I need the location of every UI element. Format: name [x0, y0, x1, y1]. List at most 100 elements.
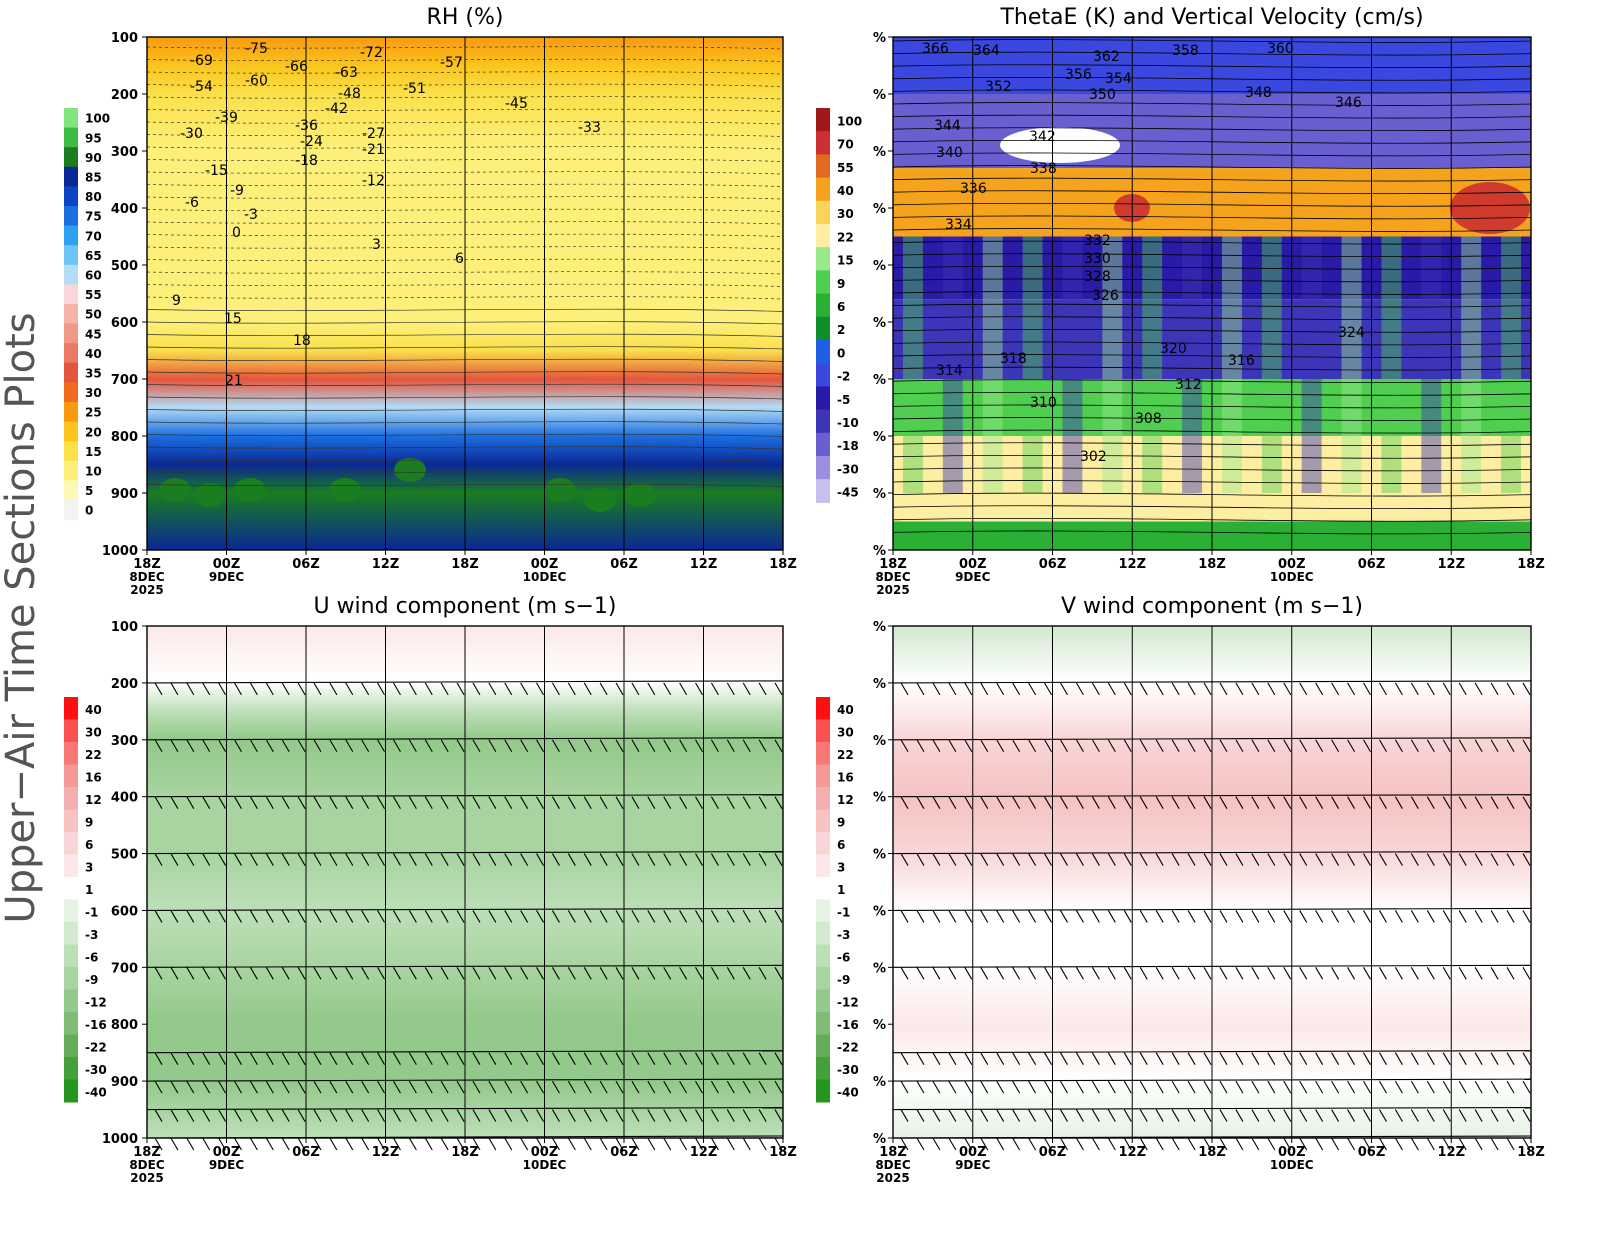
rh-isotherm — [146, 308, 784, 312]
uwind-wind-barb — [377, 967, 386, 980]
uwind-wind-barb — [583, 1080, 592, 1094]
uwind-wind-barb — [265, 1109, 274, 1122]
vwind-wind-barb — [1522, 796, 1531, 809]
vwind-wind-barb — [1235, 1137, 1244, 1151]
vwind-wind-barb — [1363, 682, 1371, 696]
vwind-wind-barb — [1506, 1137, 1515, 1151]
thetae-cell — [1301, 236, 1322, 493]
thetae-isoline — [892, 354, 1532, 358]
vwind-wind-barb — [1378, 796, 1387, 809]
vwind-wind-barb — [1171, 1052, 1180, 1065]
uwind-wind-barb — [297, 967, 306, 980]
uwind-wind-barb — [536, 739, 545, 753]
vwind-wind-barb — [1187, 1052, 1196, 1065]
uwind-wind-barb — [345, 967, 354, 980]
uwind-wind-barb — [615, 796, 624, 809]
uwind-wind-barb — [440, 1137, 449, 1151]
vwind-wind-barb — [1410, 739, 1419, 753]
vwind-wind-barb — [1506, 1109, 1515, 1122]
vwind-y-tick-label: % — [873, 791, 886, 806]
thetae-contour-label: 350 — [1089, 87, 1116, 103]
uwind-wind-barb — [679, 910, 688, 923]
uwind-wind-barb — [377, 1052, 386, 1065]
uwind-wind-barb — [265, 910, 274, 923]
vwind-wind-barb — [1075, 853, 1084, 866]
uwind-wind-barb — [249, 1052, 258, 1065]
vwind-wind-barb — [1299, 853, 1308, 866]
vwind-wind-barb — [1107, 910, 1116, 923]
rh-colorbar-label: 25 — [85, 406, 102, 420]
vwind-wind-barb — [1044, 796, 1053, 809]
rh-isotherm — [146, 346, 784, 350]
uwind-wind-barb — [488, 1052, 497, 1065]
vwind-wind-barb — [1490, 1109, 1499, 1122]
uwind-wind-barb — [456, 967, 465, 980]
vwind-wind-barb — [1378, 1137, 1387, 1151]
uwind-wind-barb — [456, 796, 465, 809]
vwind-wind-barb — [1107, 967, 1116, 980]
vwind-wind-barb — [1299, 967, 1308, 980]
uwind-x-tick-label: 00Z — [531, 1145, 559, 1160]
uwind-wind-barb — [631, 739, 640, 753]
thetae-isoline — [892, 240, 1532, 245]
vwind-wind-barb — [1060, 1052, 1068, 1065]
uwind-wind-barb — [726, 1080, 735, 1094]
vwind-wind-barb — [1315, 1052, 1324, 1065]
vwind-wind-barb — [1378, 1052, 1387, 1065]
thetae-contour-label: 312 — [1175, 377, 1202, 393]
thetae-isoline — [892, 89, 1532, 94]
uwind-wind-barb — [536, 853, 545, 866]
uwind-wind-barb — [583, 967, 592, 980]
vwind-wind-barb — [900, 1109, 909, 1122]
rh-moist-blob — [394, 458, 426, 482]
rh-colorbar-label: 5 — [85, 484, 93, 498]
rh-contour-label: -51 — [403, 81, 426, 97]
uwind-wind-barb — [742, 1109, 751, 1122]
thetae-isoline — [892, 467, 1532, 472]
vwind-wind-barb — [1267, 967, 1276, 980]
thetae-cell — [1221, 236, 1242, 493]
rh-x-tick-label: 00Z — [531, 557, 559, 572]
uwind-wind-barb — [345, 796, 354, 809]
uwind-wind-barb — [695, 739, 703, 753]
uwind-wind-barb — [234, 1052, 242, 1065]
uwind-wind-barb — [202, 967, 211, 980]
vwind-colorbar-label: -12 — [837, 995, 859, 1009]
uwind-wind-barb — [456, 853, 465, 866]
vwind-wind-barb — [916, 1052, 925, 1065]
uwind-wind-barb — [202, 739, 211, 753]
vwind-wind-barb — [1442, 796, 1451, 809]
vwind-wind-barb — [1219, 682, 1228, 696]
uwind-wind-barb — [599, 967, 608, 980]
vwind-wind-barb — [980, 739, 989, 753]
vwind-wind-barb — [1410, 1080, 1419, 1094]
uwind-wind-barb — [377, 1080, 386, 1094]
uwind-wind-barb — [615, 910, 624, 923]
uwind-wind-barb — [520, 1052, 529, 1065]
thetae-title: ThetaE (K) and Vertical Velocity (cm/s) — [999, 5, 1423, 30]
vwind-wind-barb — [1139, 739, 1148, 753]
vwind-wind-barb — [1187, 853, 1196, 866]
uwind-wind-barb — [567, 1052, 576, 1065]
uwind-wind-barb — [631, 1137, 640, 1151]
uwind-wind-barb — [551, 739, 560, 753]
uwind-wind-barb — [265, 682, 274, 696]
vwind-wind-barb — [1394, 682, 1403, 696]
uwind-wind-barb — [218, 853, 227, 866]
uwind-wind-barb — [742, 1137, 751, 1151]
uwind-wind-barb — [551, 1080, 560, 1094]
uwind-wind-barb — [679, 796, 688, 809]
vwind-wind-barb — [1091, 682, 1100, 696]
uwind-wind-barb — [249, 853, 258, 866]
uwind-wind-barb — [218, 796, 227, 809]
vwind-colorbar-swatch — [816, 719, 830, 743]
uwind-wind-barb — [583, 739, 592, 753]
vwind-wind-barb — [1299, 796, 1308, 809]
vwind-wind-barb — [1331, 796, 1340, 809]
uwind-colorbar-label: -40 — [85, 1085, 107, 1099]
uwind-wind-barb — [424, 1109, 433, 1122]
vwind-wind-barb — [1506, 967, 1515, 980]
uwind-wind-barb — [456, 1109, 465, 1122]
vwind-wind-barb — [1331, 967, 1340, 980]
vwind-wind-barb — [1028, 1052, 1037, 1065]
